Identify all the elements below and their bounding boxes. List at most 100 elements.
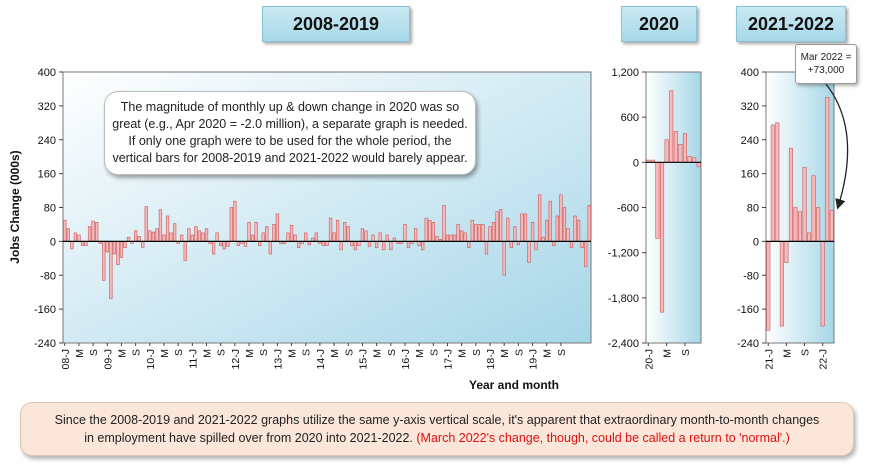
bar-0-63 — [286, 232, 290, 242]
callout-line1: Mar 2022 = — [800, 52, 852, 63]
bar-0-119 — [484, 241, 489, 255]
x-tick-label-0-27: 17-J — [442, 349, 454, 369]
bar-0-21 — [137, 235, 141, 242]
bar-2-11 — [816, 207, 821, 242]
note-text: The magnitude of monthly up & down chang… — [112, 100, 468, 165]
bar-0-46 — [226, 241, 230, 247]
bar-2-7 — [797, 211, 803, 242]
x-tick-label-0-15: 13-J — [272, 349, 284, 369]
x-tick-label-0-25: M — [414, 349, 426, 358]
x-tick-label-0-22: M — [372, 349, 384, 358]
title-2008-2019: 2008-2019 — [262, 6, 410, 42]
bar-0-68 — [304, 232, 308, 242]
bar-2-3 — [779, 241, 784, 327]
bar-0-3 — [73, 232, 78, 242]
bar-0-39 — [201, 232, 205, 242]
bar-2-2 — [775, 122, 780, 242]
title-2020: 2020 — [621, 6, 697, 42]
bar-0-33 — [180, 234, 184, 242]
x-tick-label-0-0: 08-J — [60, 349, 72, 369]
x-tick-label-2-0: 21-J — [763, 349, 775, 369]
x-axis-label: Year and month — [469, 378, 559, 392]
x-tick-label-0-35: S — [556, 349, 568, 356]
bar-0-114 — [467, 241, 471, 249]
x-tick-label-0-7: M — [159, 349, 171, 358]
bar-0-85 — [364, 230, 368, 242]
bar-0-112 — [460, 230, 464, 242]
y-tick-label-0-1: -160 — [34, 304, 56, 316]
bar-0-51 — [243, 241, 248, 247]
bar-0-107 — [442, 205, 446, 242]
y-tick-label-2-3: 0 — [753, 236, 759, 248]
bar-0-146 — [580, 241, 584, 249]
y-tick-label-0-7: 320 — [38, 101, 56, 113]
x-tick-label-2-3: 22-J — [818, 349, 830, 369]
bar-0-105 — [435, 235, 439, 242]
bar-0-55 — [258, 241, 262, 246]
callout-arrow — [825, 83, 849, 210]
bar-2-4 — [784, 241, 789, 263]
bar-1-2 — [655, 162, 660, 239]
bar-0-81 — [350, 241, 354, 246]
bar-0-102 — [424, 217, 428, 242]
callout-line2: +73,000 — [807, 65, 845, 76]
bar-0-65 — [293, 234, 297, 242]
bar-1-6 — [673, 131, 678, 163]
bar-0-5 — [80, 241, 85, 246]
y-tick-label-2-2: -80 — [743, 270, 759, 282]
x-tick-label-0-26: S — [428, 349, 440, 356]
bar-0-88 — [374, 241, 379, 249]
bar-0-0 — [63, 219, 67, 242]
bar-0-127 — [513, 226, 517, 242]
bar-0-140 — [559, 194, 563, 242]
x-tick-label-0-20: S — [343, 349, 355, 356]
mar-2022-callout: Mar 2022 = +73,000 — [795, 44, 857, 84]
bar-0-34 — [183, 241, 187, 261]
x-tick-label-0-6: 10-J — [145, 349, 157, 369]
x-tick-label-0-14: S — [258, 349, 270, 356]
bar-0-49 — [236, 241, 241, 246]
bar-0-131 — [527, 241, 531, 263]
bar-1-3 — [659, 162, 665, 313]
bar-0-35 — [187, 228, 191, 242]
bar-0-54 — [254, 222, 258, 242]
x-tick-label-0-30: 18-J — [485, 349, 497, 369]
bar-0-7 — [87, 226, 92, 242]
bar-0-83 — [357, 241, 361, 246]
bar-0-52 — [247, 222, 251, 242]
bar-0-2 — [70, 241, 74, 250]
x-tick-label-0-8: S — [173, 349, 185, 356]
bar-0-125 — [506, 217, 510, 242]
y-tick-label-0-8: 400 — [38, 67, 56, 79]
bar-0-26 — [155, 228, 159, 242]
bar-1-4 — [664, 139, 669, 163]
bar-0-37 — [194, 226, 198, 242]
bar-0-22 — [141, 241, 145, 248]
bar-0-74 — [325, 241, 329, 246]
x-tick-label-0-9: 11-J — [187, 349, 199, 369]
y-tick-label-1-2: -1,200 — [608, 248, 639, 260]
bar-0-4 — [77, 234, 81, 242]
bar-2-5 — [788, 147, 793, 242]
y-tick-label-2-6: 240 — [741, 135, 759, 147]
bar-0-108 — [445, 234, 450, 242]
bar-0-129 — [520, 213, 524, 242]
explanatory-note: The magnitude of monthly up & down chang… — [104, 91, 476, 175]
x-tick-label-0-28: M — [457, 349, 469, 358]
footer-note: Since the 2008-2019 and 2021-2022 graphs… — [20, 402, 854, 456]
x-tick-label-0-10: M — [202, 349, 214, 358]
bar-1-10 — [692, 157, 697, 163]
y-tick-label-1-5: 600 — [621, 112, 639, 124]
bar-0-132 — [530, 222, 535, 242]
y-tick-label-1-1: -1,800 — [608, 293, 639, 305]
bar-0-89 — [378, 232, 382, 242]
bar-0-110 — [452, 234, 457, 242]
y-tick-label-0-2: -80 — [40, 270, 56, 282]
x-tick-label-1-0: 20-J — [643, 349, 655, 369]
y-tick-label-2-0: -240 — [737, 338, 759, 350]
x-tick-label-2-1: M — [781, 349, 793, 358]
bar-0-143 — [569, 241, 574, 249]
bar-0-141 — [562, 207, 567, 242]
x-tick-label-0-1: M — [74, 349, 86, 358]
bar-0-124 — [502, 241, 506, 276]
